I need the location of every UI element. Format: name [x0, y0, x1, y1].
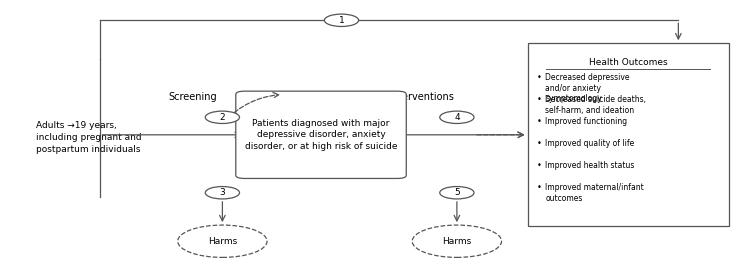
Text: Screening: Screening — [168, 92, 217, 103]
Text: •: • — [536, 183, 542, 192]
Text: 3: 3 — [220, 188, 225, 197]
Text: Adults →19 years,
including pregnant and
postpartum individuals: Adults →19 years, including pregnant and… — [36, 121, 142, 154]
Text: •: • — [536, 73, 542, 82]
Text: Improved maternal/infant
outcomes: Improved maternal/infant outcomes — [545, 183, 644, 203]
Text: Harms: Harms — [208, 237, 237, 246]
Text: 5: 5 — [454, 188, 460, 197]
Text: •: • — [536, 139, 542, 148]
Text: Interventions: Interventions — [389, 92, 454, 103]
Text: Harms: Harms — [442, 237, 472, 246]
FancyBboxPatch shape — [236, 91, 406, 178]
Text: •: • — [536, 95, 542, 104]
Circle shape — [325, 14, 358, 26]
Text: 4: 4 — [454, 113, 460, 122]
Text: 1: 1 — [339, 16, 344, 25]
FancyBboxPatch shape — [527, 43, 728, 226]
Circle shape — [440, 186, 474, 199]
Text: Patients diagnosed with major
depressive disorder, anxiety
disorder, or at high : Patients diagnosed with major depressive… — [244, 119, 398, 151]
Text: Health Outcomes: Health Outcomes — [589, 58, 668, 67]
Text: 2: 2 — [220, 113, 225, 122]
Text: Improved quality of life: Improved quality of life — [545, 139, 634, 148]
Text: Decreased suicide deaths,
self-harm, and ideation: Decreased suicide deaths, self-harm, and… — [545, 95, 646, 115]
Text: Decreased depressive
and/or anxiety
symptomology: Decreased depressive and/or anxiety symp… — [545, 73, 630, 103]
Circle shape — [413, 225, 502, 257]
Text: Improved health status: Improved health status — [545, 161, 634, 170]
Circle shape — [206, 186, 239, 199]
Circle shape — [440, 111, 474, 123]
Text: •: • — [536, 117, 542, 126]
Text: Improved functioning: Improved functioning — [545, 117, 628, 126]
Circle shape — [178, 225, 267, 257]
Circle shape — [206, 111, 239, 123]
Text: •: • — [536, 161, 542, 170]
